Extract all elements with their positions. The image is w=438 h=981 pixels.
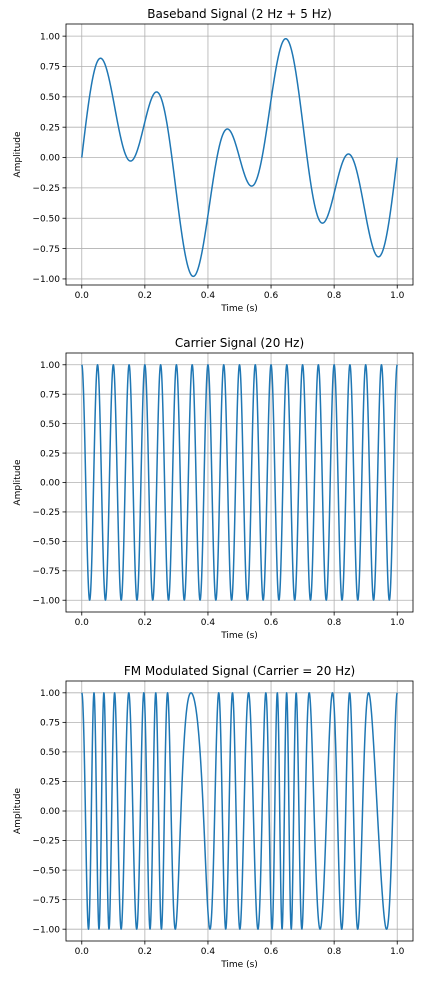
carrier-series-line: [81, 364, 398, 601]
carrier-x-tick-label: 1.0: [390, 618, 405, 628]
fm-y-tick-label: −0.25: [32, 837, 60, 847]
fm-x-tick-label: 0.0: [75, 947, 90, 957]
carrier-x-tick-label: 0.4: [201, 618, 216, 628]
carrier-y-tick-label: −0.50: [32, 538, 60, 548]
fm-x-tick-label: 0.6: [264, 947, 279, 957]
carrier-x-tick-label: 0.2: [138, 618, 152, 628]
carrier-y-tick-label: 0.75: [40, 390, 60, 400]
baseband-y-tick-label: 0.75: [40, 63, 60, 73]
baseband-y-tick-label: −0.50: [32, 214, 60, 224]
fm-x-tick-label: 0.2: [138, 947, 152, 957]
carrier-x-tick-label: 0.8: [327, 618, 342, 628]
fm-series-line: [81, 692, 398, 930]
carrier-x-axis-label: Time (s): [220, 631, 258, 641]
carrier-y-tick-label: −0.25: [32, 508, 60, 518]
fm-y-tick-label: −0.50: [32, 866, 60, 876]
baseband-y-tick-label: −0.75: [32, 245, 60, 255]
baseband-x-tick-label: 0.4: [201, 291, 216, 301]
fm-x-axis-label: Time (s): [220, 960, 258, 970]
baseband-y-tick-label: −0.25: [32, 184, 60, 194]
fm-y-tick-label: 0.25: [40, 778, 60, 788]
fm-y-tick-label: 0.50: [40, 748, 60, 758]
baseband-plot-frame: [65, 23, 414, 286]
baseband-y-tick-label: 0.00: [40, 154, 60, 164]
carrier-y-tick-label: 0.00: [40, 479, 60, 489]
baseband-x-tick-label: 0.6: [264, 291, 279, 301]
carrier-chart-title: Carrier Signal (20 Hz): [175, 336, 304, 350]
baseband-signal-panel: 0.0 0.2 0.4 0.6 0.8 1.0 1.00 0.75 0.50 0.25 0.00 −0…: [13, 7, 414, 314]
fm-y-tick-label: 1.00: [40, 689, 60, 699]
baseband-y-axis-label: Amplitude: [13, 131, 23, 178]
carrier-x-tick-label: 0.6: [264, 618, 279, 628]
baseband-y-tick-label: −1.00: [32, 275, 60, 285]
carrier-x-tick-label: 0.0: [75, 618, 90, 628]
fm-x-tick-label: 0.4: [201, 947, 216, 957]
fm-x-tick-label: 0.8: [327, 947, 342, 957]
baseband-chart-title: Baseband Signal (2 Hz + 5 Hz): [147, 7, 332, 21]
carrier-y-tick-label: 1.00: [40, 361, 60, 371]
fm-y-tick-label: −0.75: [32, 896, 60, 906]
fm-y-tick-label: −1.00: [32, 925, 60, 935]
baseband-x-tick-label: 1.0: [390, 291, 405, 301]
fm-x-tick-label: 1.0: [390, 947, 405, 957]
fm-chart-title: FM Modulated Signal (Carrier = 20 Hz): [124, 664, 355, 678]
fm-y-axis-label: Amplitude: [13, 787, 23, 834]
carrier-y-axis-label: Amplitude: [13, 459, 23, 506]
baseband-y-tick-label: 0.25: [40, 123, 60, 133]
baseband-x-tick-label: 0.2: [138, 291, 152, 301]
baseband-x-tick-label: 0.8: [327, 291, 342, 301]
carrier-y-tick-label: −1.00: [32, 596, 60, 606]
carrier-y-tick-label: 0.25: [40, 449, 60, 459]
baseband-y-tick-label: 1.00: [40, 32, 60, 42]
baseband-y-tick-label: 0.50: [40, 93, 60, 103]
baseband-series-line: [81, 37, 398, 278]
fm-modulated-signal-panel: 0.0 0.2 0.4 0.6 0.8 1.0 1.00 0.75 0.50 0.25 0.00 −0…: [13, 664, 414, 970]
fm-y-tick-label: 0.75: [40, 719, 60, 729]
fm-y-tick-label: 0.00: [40, 807, 60, 817]
baseband-x-tick-label: 0.0: [75, 291, 90, 301]
carrier-y-tick-label: 0.50: [40, 420, 60, 430]
carrier-signal-panel: 0.0 0.2 0.4 0.6 0.8 1.0 1.00 0.75 0.50 0.25 0.00 −0…: [13, 336, 414, 641]
baseband-x-axis-label: Time (s): [220, 304, 258, 314]
carrier-y-tick-label: −0.75: [32, 567, 60, 577]
